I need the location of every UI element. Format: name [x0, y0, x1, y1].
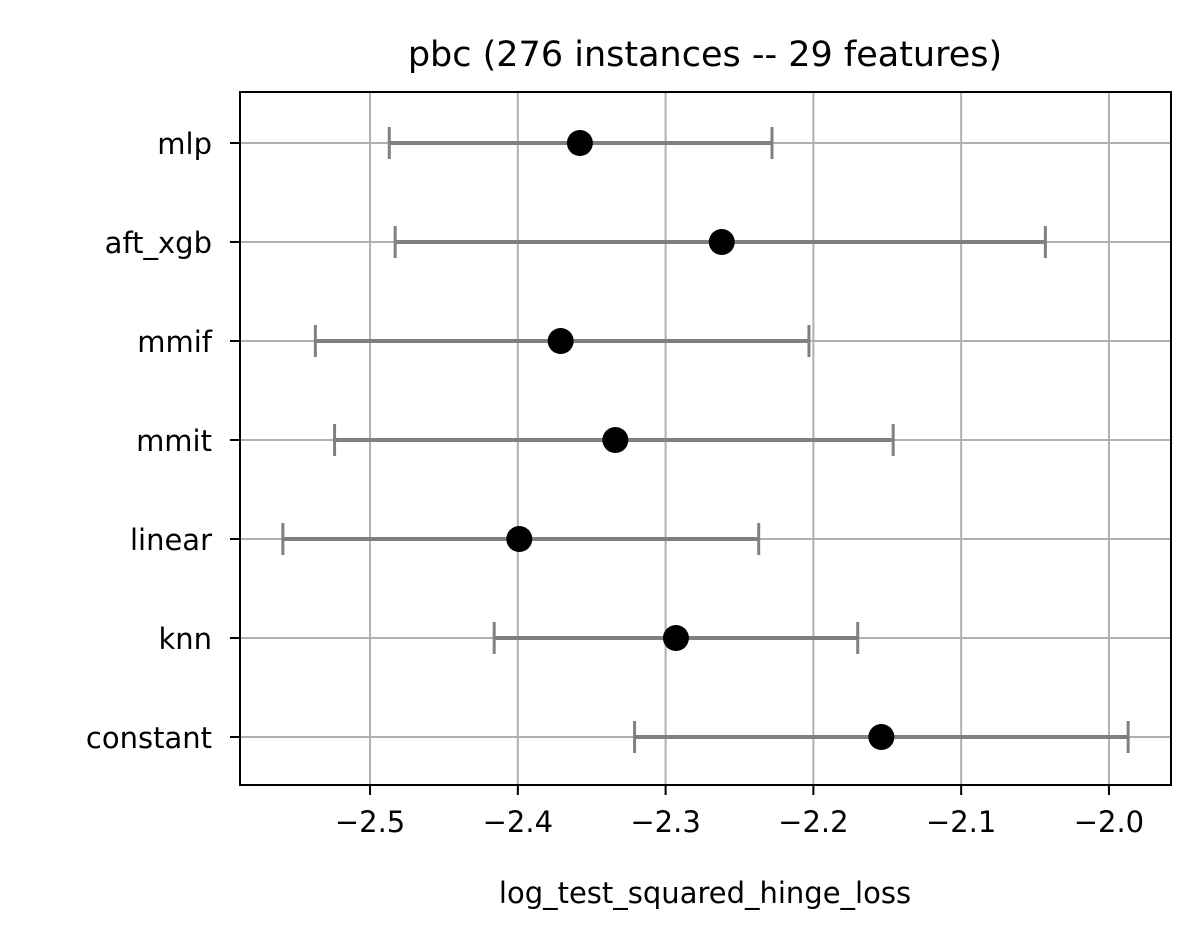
x-axis-ticks: −2.5 −2.4 −2.3 −2.2 −2.1 −2.0: [335, 785, 1144, 839]
mean-point-knn: [662, 625, 689, 651]
chart-title: pbc (276 instances -- 29 features): [408, 35, 1002, 75]
mean-points: [506, 130, 895, 750]
y-tick-label-linear: linear: [130, 523, 212, 557]
y-tick-label-mmif: mmif: [137, 325, 213, 359]
mean-point-aft-xgb: [708, 229, 735, 255]
x-tick-label: −2.0: [1074, 805, 1144, 839]
y-tick-label-mmit: mmit: [136, 424, 212, 458]
plot-frame: [239, 91, 1172, 786]
mean-point-mmif: [547, 328, 574, 354]
x-tick-label: −2.1: [926, 805, 996, 839]
x-tick-label: −2.4: [483, 805, 553, 839]
y-tick-label-knn: knn: [158, 622, 212, 656]
mean-point-mmit: [602, 427, 629, 453]
x-tick-label: −2.3: [630, 805, 700, 839]
y-tick-label-constant: constant: [86, 721, 212, 755]
mean-point-mlp: [566, 130, 593, 156]
x-axis-label: log_test_squared_hinge_loss: [499, 876, 911, 910]
mean-point-linear: [506, 526, 533, 552]
y-tick-label-aft-xgb: aft_xgb: [105, 226, 212, 260]
x-tick-label: −2.2: [778, 805, 848, 839]
y-tick-label-mlp: mlp: [157, 127, 212, 161]
mean-point-constant: [868, 724, 895, 750]
x-tick-label: −2.5: [335, 805, 405, 839]
